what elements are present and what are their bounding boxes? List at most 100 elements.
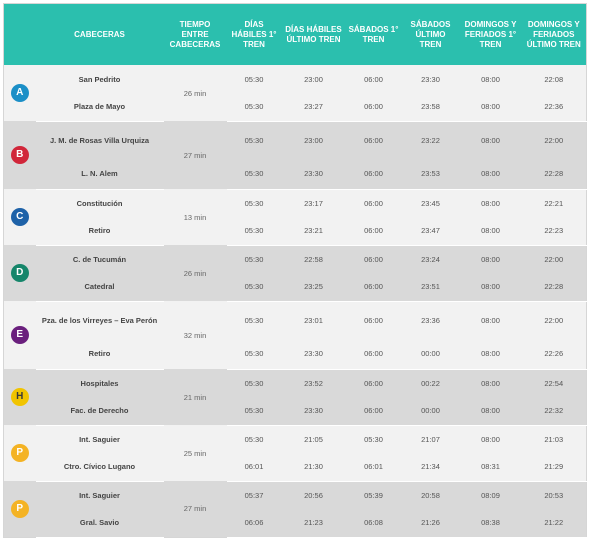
time-dh-primer: 06:06 (226, 509, 282, 538)
time-dom-primer: 08:09 (459, 481, 522, 509)
station-name: C. de Tucumán (35, 245, 164, 273)
time-sab-ultimo: 23:58 (401, 93, 460, 122)
table-row: B J. M. de Rosas Villa Urquiza 27 min 05:30… (3, 121, 587, 189)
line-badge-c: C (10, 208, 29, 226)
header-cabeceras: CABECERAS (35, 3, 164, 65)
time-sab-primer: 06:00 (345, 217, 402, 246)
station-name: Hospitales (35, 369, 164, 397)
line-badge-cell: H (3, 369, 36, 425)
time-dom-ultimo: 22:32 (521, 397, 587, 426)
line-badge-p: P (10, 444, 29, 462)
time-dh-ultimo: 23:17 (281, 189, 346, 217)
time-dom-ultimo: 21:29 (521, 453, 587, 482)
time-dh-ultimo: 23:52 (281, 369, 346, 397)
time-dom-ultimo: 22:54 (521, 369, 587, 397)
time-dom-primer: 08:00 (459, 425, 522, 453)
table-row: Retiro 05:30 23:21 06:00 23:47 08:00 22:23 (4, 217, 587, 246)
table-row: A San Pedrito 26 min 05:30 23:00 06:00 23:30 08… (3, 65, 587, 121)
time-sab-primer: 06:00 (345, 397, 402, 426)
table-body: A San Pedrito 26 min 05:30 23:00 06:00 23:30 08… (3, 65, 587, 538)
time-dom-primer: 08:00 (459, 121, 522, 159)
time-dh-ultimo: 23:00 (281, 65, 346, 93)
time-dom-primer: 08:00 (459, 93, 522, 122)
time-dh-primer: 05:30 (226, 397, 282, 426)
time-dh-ultimo: 23:25 (281, 273, 346, 302)
time-dom-primer: 08:00 (459, 339, 522, 370)
time-sab-ultimo: 23:47 (401, 217, 460, 246)
station-name: Pza. de los Virreyes – Eva Perón (35, 301, 164, 339)
time-sab-primer: 06:00 (345, 121, 402, 159)
frequency-cell: 13 min (163, 189, 227, 245)
table-row: Gral. Savio 06:06 21:23 06:08 21:26 08:38 21:2… (4, 509, 587, 538)
table-row: H Hospitales 21 min 05:30 23:52 06:00 00:22 08:… (3, 369, 587, 425)
time-dh-ultimo: 20:56 (281, 481, 346, 509)
time-dh-primer: 05:30 (226, 273, 282, 302)
table-row: Catedral 05:30 23:25 06:00 23:51 08:00 22:28 (4, 273, 587, 302)
time-sab-primer: 06:00 (345, 273, 402, 302)
time-dh-primer: 05:30 (226, 369, 282, 397)
header-sab-primer: SÁBADOS 1° TREN (345, 3, 402, 65)
time-dh-ultimo: 22:58 (281, 245, 346, 273)
table-row: Retiro 05:30 23:30 06:00 00:00 08:00 22:26 (4, 339, 587, 370)
station-name: Plaza de Mayo (35, 93, 164, 122)
table-row: P Int. Saguier 25 min 05:30 21:05 05:30 21:07 0… (3, 425, 587, 481)
table-header: CABECERAS TIEMPO ENTRE CABECERAS DÍAS HÁ… (3, 3, 587, 65)
line-badge-h: H (10, 388, 29, 406)
line-badge-a: A (10, 84, 29, 102)
station-name: Int. Saguier (35, 481, 164, 509)
station-name: Retiro (35, 217, 164, 246)
station-name: Fac. de Derecho (35, 397, 164, 426)
frequency-cell: 26 min (163, 245, 227, 301)
station-name: Constitución (35, 189, 164, 217)
time-dom-ultimo: 22:00 (521, 121, 587, 159)
time-sab-primer: 06:00 (345, 93, 402, 122)
time-dh-ultimo: 23:00 (281, 121, 346, 159)
time-dh-ultimo: 23:30 (281, 159, 346, 190)
time-dh-ultimo: 21:23 (281, 509, 346, 538)
time-sab-ultimo: 23:22 (401, 121, 460, 159)
frequency-cell: 25 min (163, 425, 227, 481)
header-dh-ultimo: DÍAS HÁBILES ÚLTIMO TREN (281, 3, 346, 65)
line-badge-e: E (10, 326, 29, 344)
time-dom-primer: 08:31 (459, 453, 522, 482)
time-dh-primer: 05:30 (226, 425, 282, 453)
station-name: L. N. Alem (35, 159, 164, 190)
time-dh-ultimo: 21:30 (281, 453, 346, 482)
time-sab-ultimo: 23:24 (401, 245, 460, 273)
station-name: Retiro (35, 339, 164, 370)
table-row: P Int. Saguier 27 min 05:37 20:56 05:39 20:58 0… (3, 481, 587, 537)
station-name: Gral. Savio (35, 509, 164, 538)
time-dh-ultimo: 23:21 (281, 217, 346, 246)
time-sab-primer: 06:00 (345, 189, 402, 217)
time-dom-primer: 08:00 (459, 397, 522, 426)
header-dom-primer: DOMINGOS Y FERIADOS 1° TREN (459, 3, 522, 65)
time-sab-primer: 06:00 (345, 65, 402, 93)
time-dom-primer: 08:00 (459, 189, 522, 217)
line-badge-cell: B (3, 121, 36, 189)
time-sab-primer: 06:00 (345, 159, 402, 190)
time-dom-ultimo: 22:00 (521, 245, 587, 273)
time-dom-primer: 08:00 (459, 273, 522, 302)
time-dh-primer: 05:30 (226, 245, 282, 273)
time-sab-primer: 06:00 (345, 301, 402, 339)
time-sab-ultimo: 23:36 (401, 301, 460, 339)
time-dh-ultimo: 21:05 (281, 425, 346, 453)
time-dh-primer: 05:30 (226, 65, 282, 93)
time-dom-ultimo: 21:03 (521, 425, 587, 453)
header-dom-ultimo: DOMINGOS Y FERIADOS ÚLTIMO TREN (521, 3, 587, 65)
time-dom-primer: 08:38 (459, 509, 522, 538)
schedule-table: CABECERAS TIEMPO ENTRE CABECERAS DÍAS HÁ… (3, 3, 587, 538)
time-dom-ultimo: 22:21 (521, 189, 587, 217)
line-badge-cell: D (3, 245, 36, 301)
frequency-cell: 26 min (163, 65, 227, 121)
line-badge-cell: P (3, 481, 36, 537)
time-dom-ultimo: 22:28 (521, 159, 587, 190)
line-badge-cell: A (3, 65, 36, 121)
time-dh-primer: 06:01 (226, 453, 282, 482)
time-dom-primer: 08:00 (459, 159, 522, 190)
time-dh-primer: 05:30 (226, 339, 282, 370)
time-sab-primer: 05:39 (345, 481, 402, 509)
header-sab-ultimo: SÁBADOS ÚLTIMO TREN (401, 3, 460, 65)
frequency-cell: 32 min (163, 301, 227, 369)
time-dh-primer: 05:30 (226, 189, 282, 217)
